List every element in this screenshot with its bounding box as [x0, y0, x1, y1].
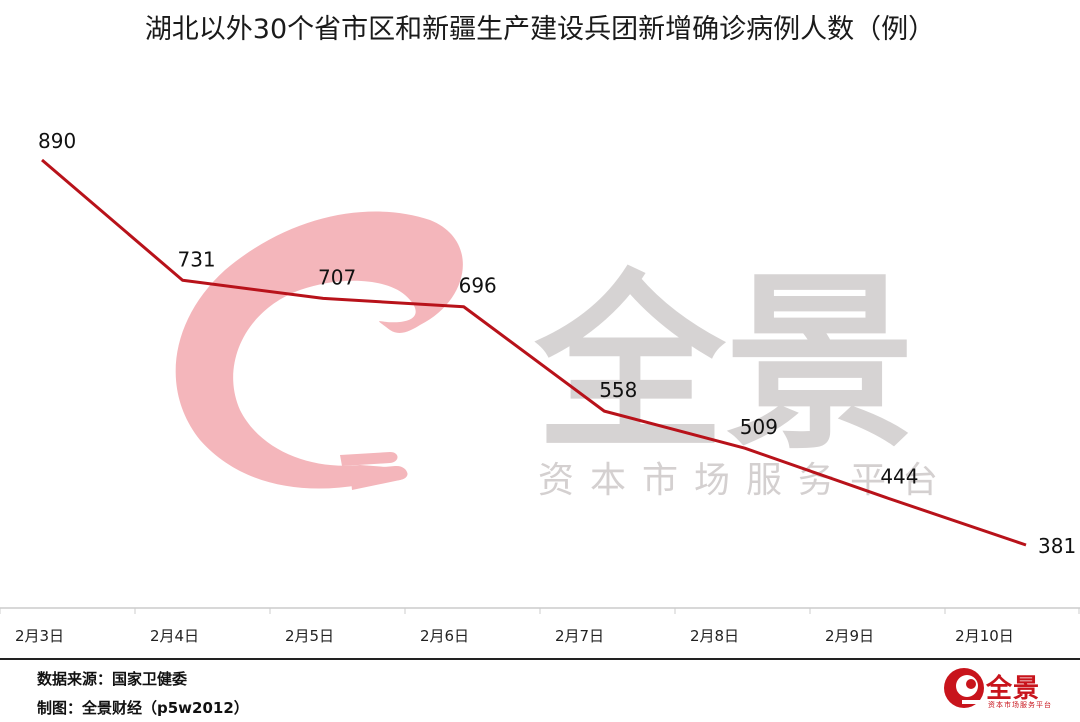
data-source: 数据来源：国家卫健委: [37, 670, 188, 688]
watermark-logo-tail: [340, 452, 408, 490]
watermark: 全景 资本市场服务平台: [175, 211, 954, 501]
data-label-7: 381: [1038, 534, 1076, 558]
data-label-0: 890: [38, 129, 76, 153]
watermark-tagline: 资本市场服务平台: [538, 460, 954, 501]
data-label-4: 558: [599, 378, 637, 402]
x-tick-label-7: 2月10日: [955, 627, 1014, 645]
data-label-6: 444: [880, 464, 918, 488]
watermark-name: 全景: [534, 254, 915, 475]
data-labels: 890 731 707 696 558 509 444 381: [38, 129, 1076, 558]
x-axis-tick-labels: 2月3日 2月4日 2月5日 2月6日 2月7日 2月8日 2月9日 2月10日: [15, 627, 1014, 645]
data-label-3: 696: [459, 274, 497, 298]
series-line: [41, 158, 1027, 547]
x-axis-ticks: [0, 608, 1080, 614]
brand-logo: 全景 资本市场服务平台: [942, 666, 1062, 712]
chart-maker: 制图：全景财经（p5w2012）: [37, 699, 249, 717]
watermark-logo-swirl: [175, 211, 463, 489]
x-tick-label-4: 2月7日: [555, 627, 604, 645]
footer-divider: [0, 658, 1080, 660]
x-tick-label-2: 2月5日: [285, 627, 334, 645]
chart-area: 全景 资本市场服务平台 2月3日 2月4日 2月5日 2月6日 2月7日 2月8日 2月9日…: [0, 129, 1080, 645]
data-label-2: 707: [318, 265, 356, 289]
x-tick-label-0: 2月3日: [15, 627, 64, 645]
data-label-5: 509: [740, 415, 778, 439]
brand-swirl-icon: [944, 668, 984, 708]
brand-name: 全景: [986, 674, 1041, 704]
x-tick-label-1: 2月4日: [150, 627, 199, 645]
x-tick-label-3: 2月6日: [420, 627, 469, 645]
x-tick-label-5: 2月8日: [690, 627, 739, 645]
data-label-1: 731: [177, 247, 215, 271]
x-tick-label-6: 2月9日: [825, 627, 874, 645]
brand-tagline: 资本市场服务平台: [988, 701, 1052, 709]
chart-title: 湖北以外30个省市区和新疆生产建设兵团新增确诊病例人数（例）: [144, 14, 936, 45]
